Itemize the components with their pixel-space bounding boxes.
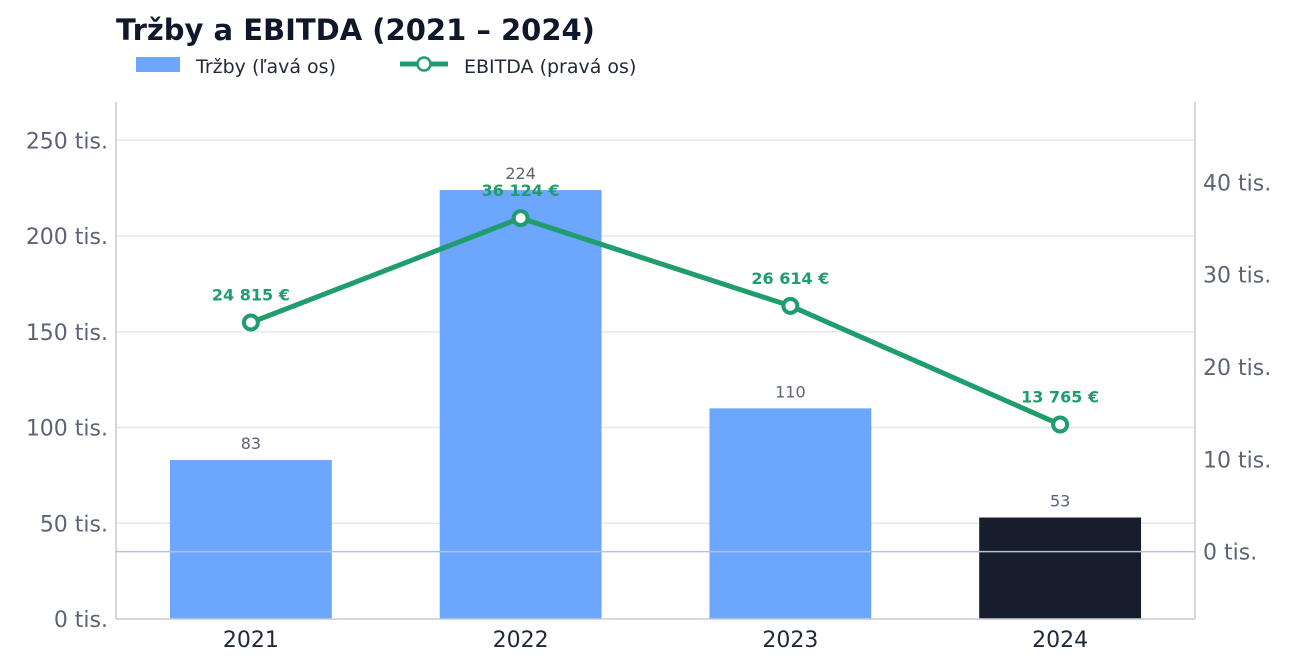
left-tick-label: 200 tis. bbox=[26, 225, 108, 250]
legend-label-line: EBITDA (pravá os) bbox=[464, 56, 636, 78]
right-tick-label: 30 tis. bbox=[1203, 264, 1271, 289]
legend: Tržby (ľavá os) EBITDA (pravá os) bbox=[136, 56, 636, 78]
right-tick-label: 0 tis. bbox=[1203, 541, 1257, 566]
bar bbox=[979, 517, 1142, 619]
bar-value-label: 110 bbox=[775, 382, 806, 401]
ebitda-point bbox=[241, 313, 260, 332]
ebitda-point bbox=[1051, 415, 1070, 434]
data-labels: 83 224 110 53 24 815 € 36 124 € 26 614 € 13 765… bbox=[212, 164, 1099, 510]
legend-label-bars: Tržby (ľavá os) bbox=[195, 56, 336, 78]
bar bbox=[709, 408, 872, 619]
x-tick-label: 2021 bbox=[223, 628, 279, 653]
x-tick-label: 2022 bbox=[493, 628, 549, 653]
bar bbox=[439, 190, 602, 619]
ebitda-point bbox=[511, 209, 530, 228]
bar-value-label: 224 bbox=[505, 164, 536, 183]
x-tick-label: 2024 bbox=[1032, 628, 1088, 653]
chart-title: Tržby a EBITDA (2021 – 2024) bbox=[116, 13, 595, 47]
axes: 0 tis. 50 tis. 100 tis. 150 tis. 200 tis. 250… bbox=[26, 102, 1271, 653]
ebitda-line bbox=[241, 209, 1070, 434]
ebitda-value-label: 13 765 € bbox=[1021, 388, 1099, 407]
right-tick-label: 40 tis. bbox=[1203, 171, 1271, 196]
ebitda-point bbox=[781, 296, 800, 315]
ebitda-series-line bbox=[248, 215, 1063, 428]
bars bbox=[169, 190, 1142, 619]
ebitda-value-label: 26 614 € bbox=[751, 269, 829, 288]
left-tick-label: 250 tis. bbox=[26, 129, 108, 154]
legend-swatch-marker bbox=[416, 56, 432, 72]
ebitda-value-label: 36 124 € bbox=[482, 181, 560, 200]
left-tick-label: 100 tis. bbox=[26, 417, 108, 442]
bar-value-label: 83 bbox=[241, 434, 261, 453]
ebitda-value-label: 24 815 € bbox=[212, 286, 290, 305]
left-tick-label: 150 tis. bbox=[26, 321, 108, 346]
right-tick-label: 20 tis. bbox=[1203, 356, 1271, 381]
x-tick-label: 2023 bbox=[762, 628, 818, 653]
legend-swatch-bars bbox=[136, 57, 180, 72]
left-tick-label: 0 tis. bbox=[54, 608, 108, 633]
left-tick-label: 50 tis. bbox=[40, 512, 108, 537]
bar-value-label: 53 bbox=[1050, 492, 1070, 511]
right-tick-label: 10 tis. bbox=[1203, 448, 1271, 473]
bar bbox=[169, 460, 332, 619]
